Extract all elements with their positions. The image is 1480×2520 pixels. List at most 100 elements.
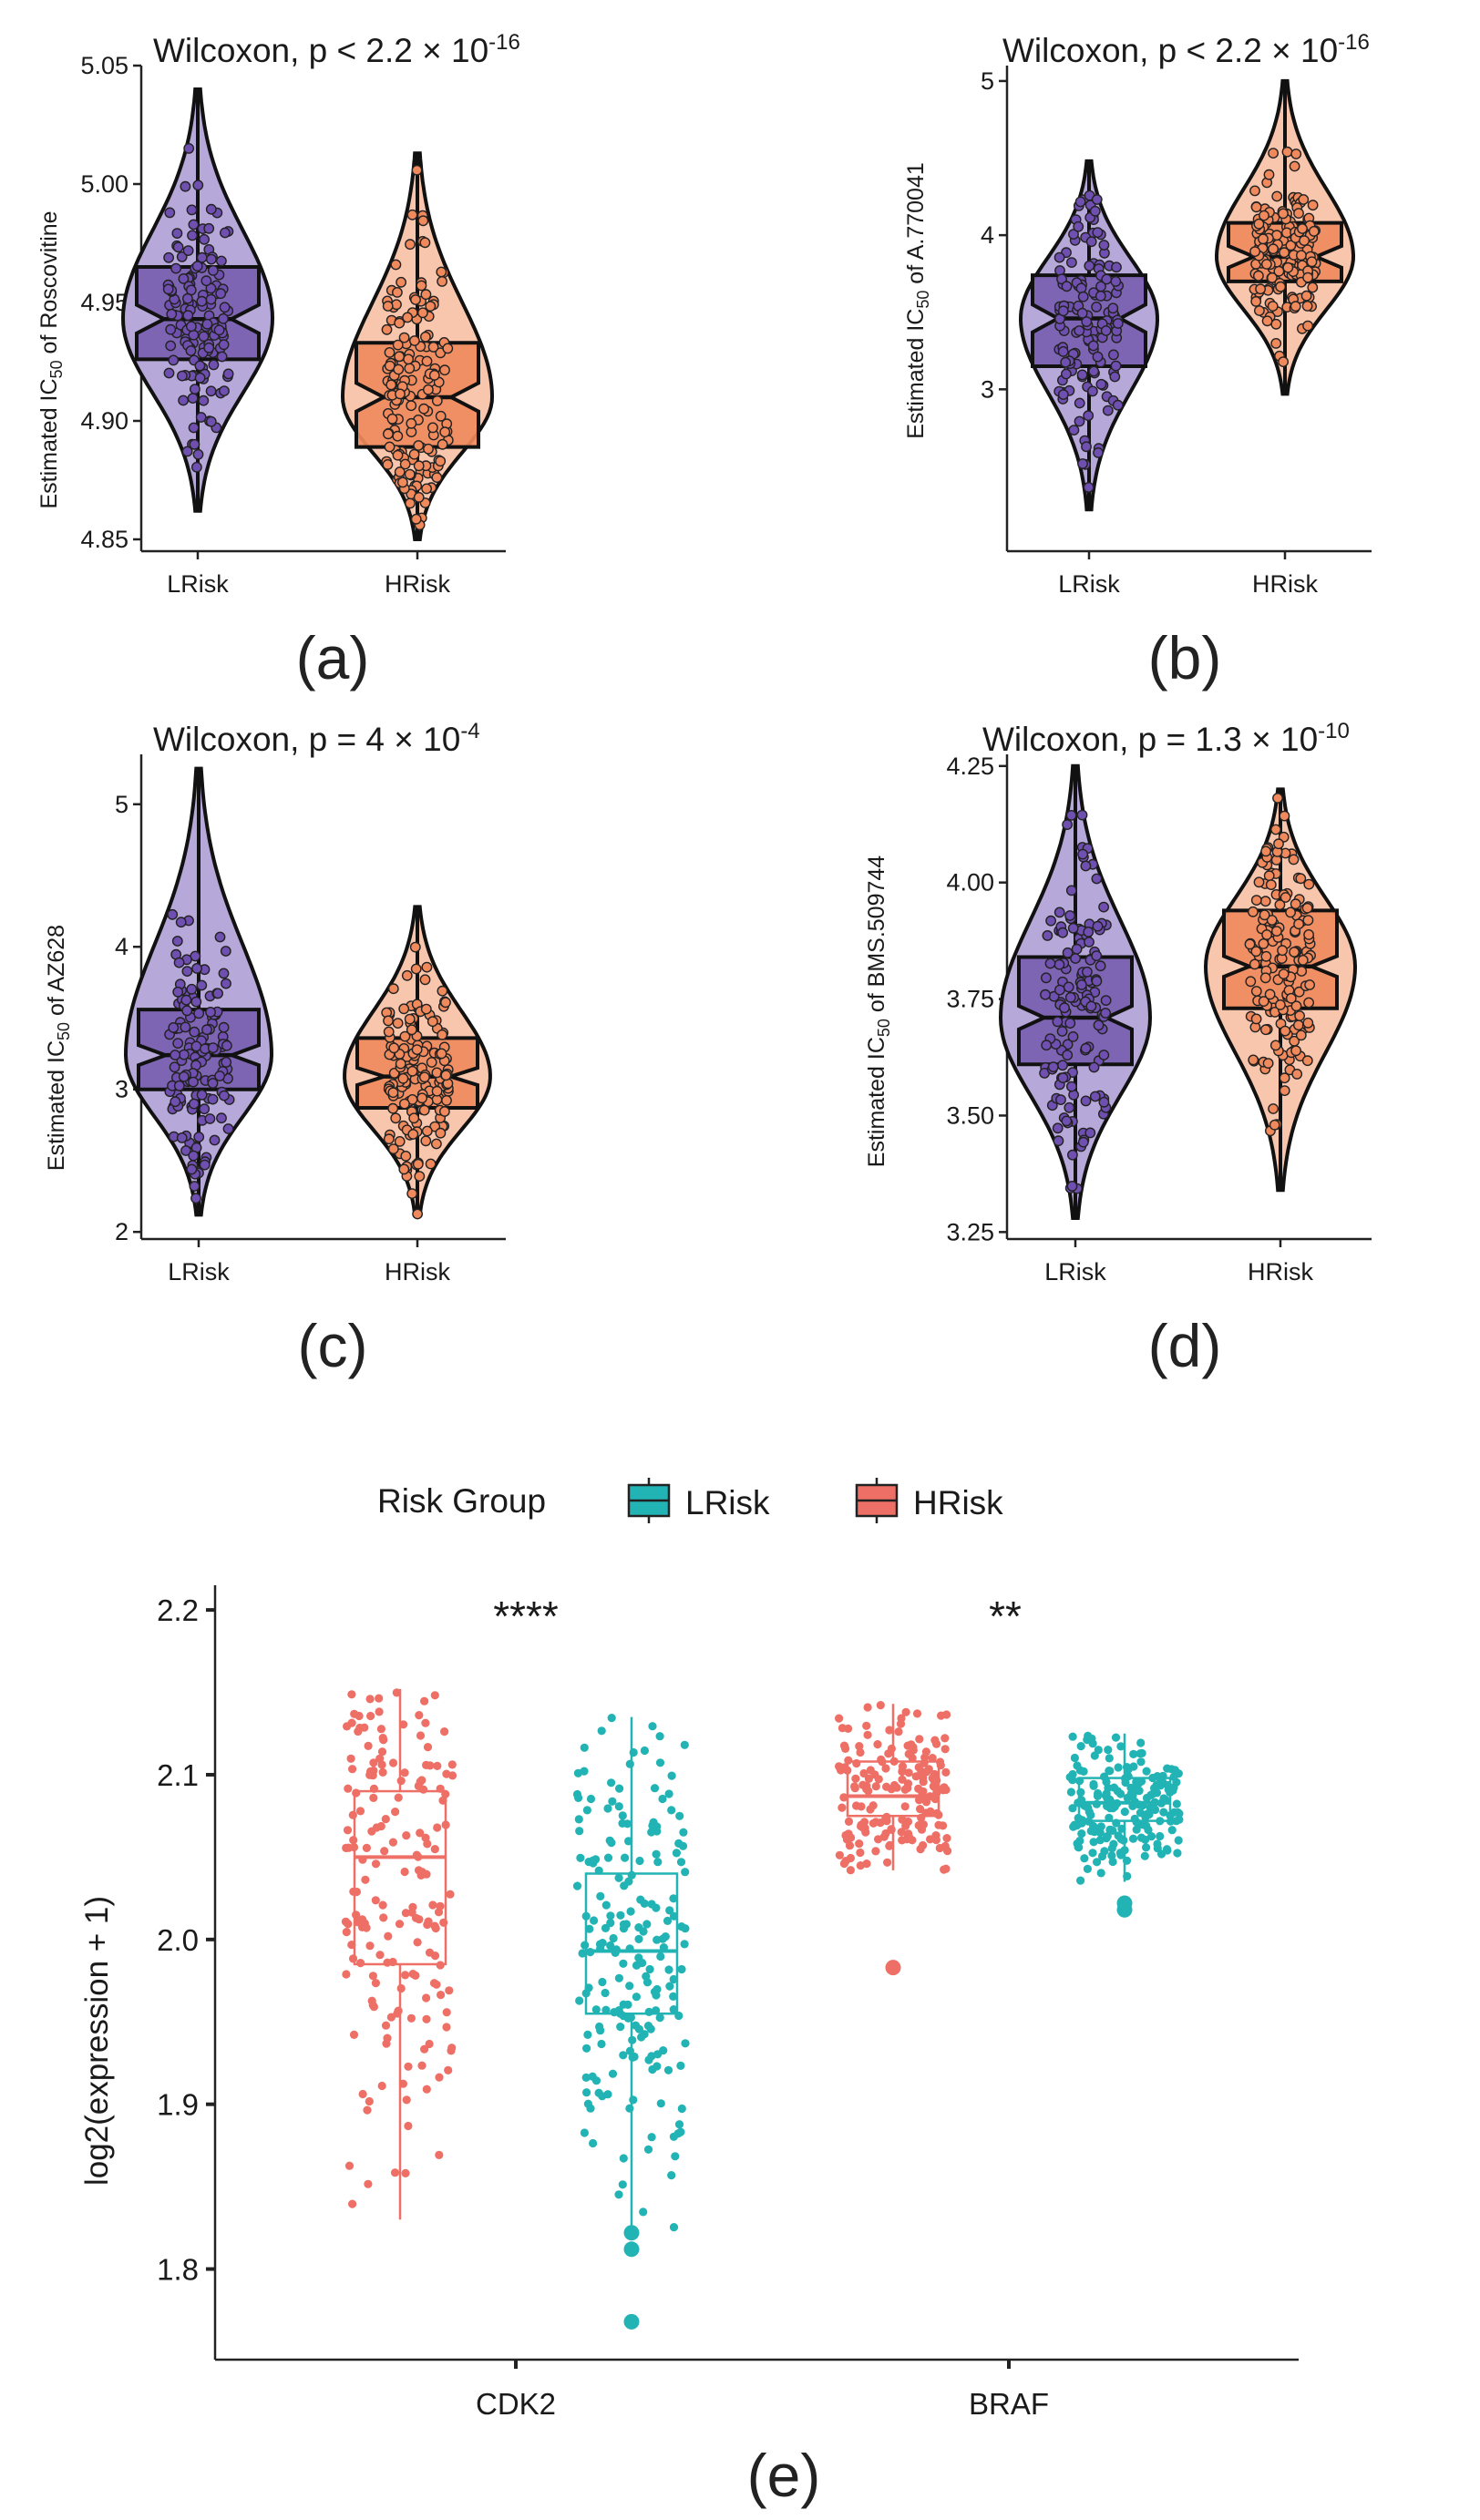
panel-a-lrisk-point: [171, 228, 183, 240]
panel-e-cdk2-lrisk-point: [669, 2005, 678, 2014]
panel-b-lrisk-point: [1061, 368, 1072, 380]
panel-e-braf-lrisk-point: [1162, 1845, 1172, 1854]
panel-e-braf-lrisk-point: [1141, 1835, 1150, 1844]
panel-d-lrisk-box: [1017, 955, 1134, 1067]
panel-d-lrisk-point: [1062, 947, 1074, 958]
panel-d-hrisk-point: [1296, 966, 1308, 977]
panel-c-ytick-label: 4: [115, 933, 128, 960]
panel-e-cdk2-lrisk-point: [653, 1827, 662, 1836]
panel-e-braf-lrisk-point: [1172, 1799, 1181, 1808]
panel-e-braf-hrisk-point: [882, 1782, 891, 1791]
panel-d-hrisk-point: [1258, 938, 1269, 949]
significance-cdk2: ****: [493, 1593, 559, 1640]
panel-a-lrisk-point: [187, 393, 199, 404]
panel-e-cdk2-hrisk-point: [406, 2013, 416, 2023]
panel-e-cdk2-lrisk-point: [572, 1789, 582, 1799]
panel-c-lrisk-point: [222, 1123, 234, 1134]
panel-e-cdk2-lrisk-point: [634, 2024, 644, 2033]
panel-d-lrisk-point: [1057, 1072, 1069, 1084]
panel-b-hrisk-point: [1250, 201, 1262, 213]
panel-d-hrisk-point: [1303, 929, 1315, 940]
panel-c-hrisk-point: [409, 941, 421, 953]
panel-d-hrisk-point: [1302, 915, 1314, 926]
panel-e-braf-hrisk-point: [859, 1768, 868, 1778]
panel-e-cdk2-hrisk-point: [422, 1760, 431, 1769]
panel-d-lrisk-point: [1080, 860, 1092, 872]
panel-e-braf-hrisk-point: [903, 1779, 913, 1788]
panel-e-braf-lrisk-point: [1069, 1822, 1078, 1831]
panel-d-hrisk-point: [1259, 972, 1271, 984]
panel-d-hrisk-point: [1260, 845, 1272, 857]
panel-d-lrisk-point: [1070, 953, 1082, 964]
panel-e-braf-hrisk-point: [856, 1747, 865, 1757]
panel-a-hrisk-point: [394, 351, 405, 363]
panel-e-cdk2-lrisk-point: [607, 1839, 616, 1848]
panel-c-lrisk-point: [199, 1103, 211, 1115]
panel-b-hrisk-point: [1279, 247, 1290, 259]
panel-b-hrisk-point: [1255, 283, 1267, 295]
panel-e-cdk2-lrisk-point: [614, 1973, 624, 1982]
panel-d-hrisk-point: [1302, 1017, 1314, 1029]
panel-e-braf-hrisk-point: [916, 1805, 925, 1814]
panel-c-hrisk-point: [430, 1138, 442, 1150]
panel-c-lrisk-point: [172, 986, 184, 998]
panel-e-braf-lrisk-point: [1066, 1788, 1075, 1797]
panel-d-lrisk-point: [1100, 995, 1112, 1007]
panel-d-lrisk-point: [1053, 958, 1065, 970]
panel-e-cdk2-lrisk-point: [619, 2000, 628, 2009]
panel-label-a: (a): [296, 624, 370, 691]
panel-a-lrisk-point: [183, 142, 195, 154]
panel-e-braf-lrisk-point: [1103, 1831, 1112, 1840]
panel-c-hrisk-point: [420, 1003, 432, 1015]
panel-a-xtick-label: HRisk: [385, 570, 450, 598]
panel-d-lrisk-point: [1053, 907, 1065, 918]
panel-d-lrisk-point: [1066, 1181, 1078, 1192]
panel-b-hrisk-point: [1290, 301, 1301, 312]
panel-e-cdk2-lrisk-point: [607, 1714, 616, 1723]
panel-d-hrisk-point: [1279, 1085, 1290, 1097]
panel-e-cdk2-hrisk-point: [423, 1920, 432, 1930]
panel-c-lrisk-point: [218, 1090, 230, 1101]
panel-a-plot: 4.85 4.90 4.95 5.00 5.05 LRisk HRisk: [80, 52, 506, 598]
panel-e-braf-lrisk-point: [1094, 1746, 1103, 1755]
panel-a-hrisk-point: [394, 317, 406, 329]
panel-c-lrisk-point: [221, 978, 231, 989]
panel-c-lrisk-point: [190, 1040, 202, 1052]
panel-c-hrisk-point: [408, 1112, 420, 1124]
panel-d-lrisk-point: [1091, 976, 1103, 987]
panel-a-hrisk-point: [423, 443, 434, 455]
panel-e-braf-lrisk-point: [1126, 1783, 1136, 1792]
panel-d-lrisk-point: [1040, 989, 1051, 1000]
panel-e-cdk2-lrisk-point: [629, 2095, 638, 2105]
panel-e-cdk2-hrisk-point: [381, 1815, 390, 1824]
panel-e-braf-lrisk-point: [1105, 1754, 1114, 1763]
panel-a-hrisk-point: [384, 346, 396, 358]
panel-e-braf-hrisk-point: [844, 1817, 854, 1826]
panel-d-hrisk-point: [1262, 1058, 1274, 1070]
panel-e-cdk2-lrisk-point: [581, 2073, 591, 2082]
panel-e-braf-hrisk-point: [866, 1766, 875, 1775]
panel-c-lrisk-point: [180, 1145, 191, 1156]
panel-d-lrisk-point: [1085, 1000, 1097, 1012]
panel-c-plot: 2 3 4 5 LRisk HRisk: [115, 754, 506, 1286]
panel-e-braf-lrisk-point: [1128, 1792, 1137, 1801]
panel-e-braf-lrisk-point: [1068, 1769, 1077, 1779]
panel-a-hrisk-point: [442, 343, 454, 354]
legend-key-lrisk: [627, 1478, 671, 1523]
panel-b-lrisk-point: [1109, 371, 1121, 383]
panel-e-braf-lrisk-point: [1083, 1864, 1092, 1873]
panel-a-hrisk-point: [408, 448, 420, 460]
panel-c-ylabel: Estimated IC50 of AZ628: [44, 925, 73, 1171]
panel-e-cdk2-lrisk-point: [679, 1828, 688, 1837]
panel-c-hrisk-point: [383, 1133, 395, 1145]
panel-b-hrisk-point: [1297, 223, 1308, 234]
panel-e-cdk2-hrisk-point: [348, 1765, 357, 1774]
panel-e-cdk2-lrisk-point: [594, 2088, 603, 2097]
panel-c-ytick-label: 2: [115, 1218, 128, 1245]
panel-a-hrisk-point: [419, 331, 431, 343]
panel-e-cdk2-lrisk-point: [619, 1924, 629, 1933]
panel-a-hrisk-point: [394, 466, 406, 477]
panel-b-hrisk-point: [1258, 233, 1269, 245]
panel-e-cdk2-lrisk-point: [585, 1924, 594, 1933]
panel-e-braf-hrisk-point: [861, 1828, 870, 1837]
